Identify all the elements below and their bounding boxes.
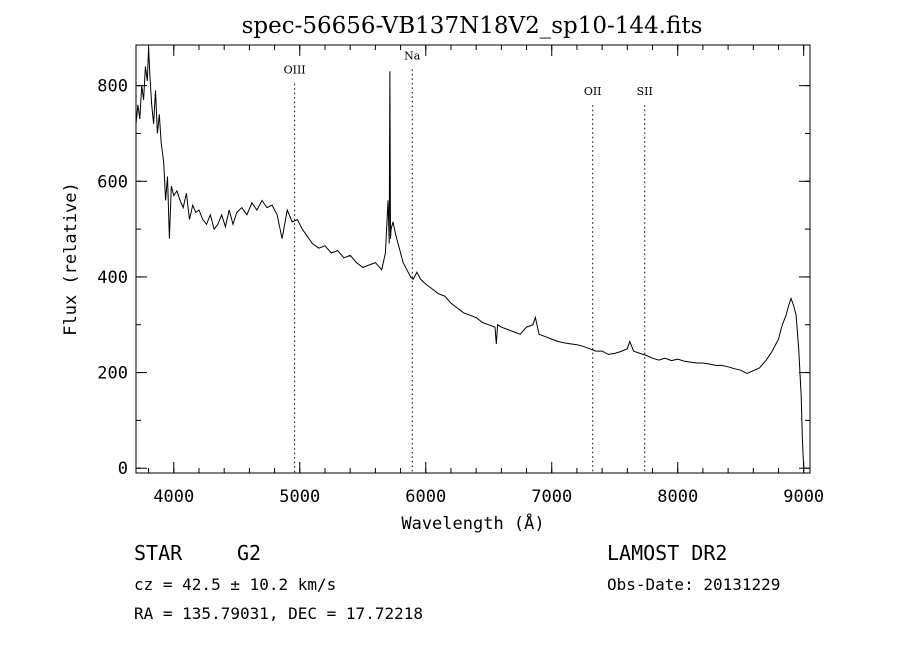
annotation-label-oii: OII bbox=[584, 85, 602, 98]
minor-ticks bbox=[136, 45, 810, 473]
major-ticks bbox=[136, 45, 810, 473]
y-tick-label: 600 bbox=[97, 172, 128, 192]
survey-name: LAMOST DR2 bbox=[607, 541, 727, 565]
y-tick-label: 0 bbox=[118, 459, 128, 479]
x-tick-label: 5000 bbox=[279, 487, 320, 507]
chart-title: spec-56656-VB137N18V2_sp10-144.fits bbox=[242, 13, 703, 39]
x-tick-labels: 4000 5000 6000 7000 8000 9000 bbox=[153, 487, 824, 507]
object-subclass: G2 bbox=[237, 541, 261, 565]
x-tick-label: 8000 bbox=[657, 487, 698, 507]
annotation-label-oiii: OIII bbox=[284, 64, 306, 77]
x-tick-label: 6000 bbox=[405, 487, 446, 507]
x-axis-label: Wavelength (Å) bbox=[401, 512, 544, 534]
object-type: STAR bbox=[134, 541, 183, 565]
redshift-text: cz = 42.5 ± 10.2 km/s bbox=[134, 575, 336, 594]
coordinates-text: RA = 135.79031, DEC = 17.72218 bbox=[134, 604, 423, 623]
x-tick-label: 9000 bbox=[783, 487, 824, 507]
plot-frame bbox=[135, 44, 811, 474]
y-axis-label: Flux (relative) bbox=[61, 182, 81, 336]
y-tick-labels: 0 200 400 600 800 bbox=[97, 77, 128, 480]
annotation-label-sii: SII bbox=[637, 85, 653, 98]
x-tick-label: 7000 bbox=[531, 487, 572, 507]
y-tick-label: 200 bbox=[97, 364, 128, 384]
y-tick-label: 800 bbox=[97, 77, 128, 97]
y-tick-label: 400 bbox=[97, 268, 128, 288]
annotation-label-na: Na bbox=[404, 49, 421, 62]
spectrum-series-line bbox=[135, 47, 805, 469]
x-tick-label: 4000 bbox=[153, 487, 194, 507]
annotation-lines bbox=[294, 69, 646, 473]
obs-date: Obs-Date: 20131229 bbox=[607, 575, 780, 594]
annotation-labels: OIII Na OII SII bbox=[284, 49, 653, 98]
